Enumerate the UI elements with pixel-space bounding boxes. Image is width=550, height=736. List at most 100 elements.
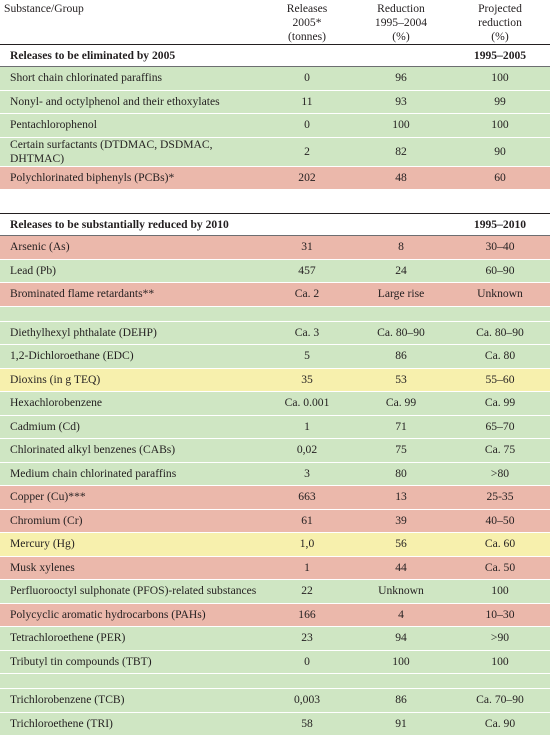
releases-value: 457 — [262, 259, 352, 283]
substance-name: Polychlorinated biphenyls (PCBs)* — [0, 166, 262, 190]
reduction-value: 56 — [352, 532, 450, 557]
substance-name: Musk xylenes — [0, 556, 262, 580]
releases-value: 1,0 — [262, 532, 352, 557]
releases-value: Ca. 0.001 — [262, 391, 352, 416]
section-title: Releases to be substantially reduced by … — [0, 213, 450, 236]
substance-name: Arsenic (As) — [0, 235, 262, 260]
substance-name: Lead (Pb) — [0, 259, 262, 283]
section-title: Releases to be eliminated by 2005 — [0, 44, 450, 67]
table-row: Trichloroethene (TRI) 58 91 Ca. 90 — [0, 712, 550, 736]
header-row: Substance/Group Releases 2005* (tonnes) … — [0, 0, 550, 45]
releases-value: 0 — [262, 113, 352, 138]
releases-value: 23 — [262, 626, 352, 651]
releases-value: 35 — [262, 368, 352, 392]
projected-value: Ca. 99 — [450, 391, 550, 416]
table-row: Short chain chlorinated paraffins 0 96 100 — [0, 66, 550, 91]
substance-name: Perfluorooctyl sulphonate (PFOS)-related… — [0, 579, 262, 604]
reduction-value: 71 — [352, 415, 450, 439]
substance-name: Trichlorobenzene (TCB) — [0, 688, 262, 713]
substance-name: Tetrachloroethene (PER) — [0, 626, 262, 651]
projected-value: 100 — [450, 650, 550, 674]
projected-value: 99 — [450, 90, 550, 114]
substance-name: Mercury (Hg) — [0, 532, 262, 557]
substance-name: Copper (Cu)*** — [0, 485, 262, 510]
header-reduction-line3: (%) — [392, 30, 410, 43]
substance-name: 1,2-Dichloroethane (EDC) — [0, 344, 262, 369]
projected-value: 55–60 — [450, 368, 550, 392]
substance-name: Certain surfactants (DTDMAC, DSDMAC, DHT… — [0, 137, 262, 167]
reduction-value: 24 — [352, 259, 450, 283]
projected-value: >90 — [450, 626, 550, 651]
projected-value: Ca. 75 — [450, 438, 550, 463]
substance-name: Pentachlorophenol — [0, 113, 262, 138]
table-row: 1,2-Dichloroethane (EDC) 5 86 Ca. 80 — [0, 344, 550, 369]
reduction-value: 80 — [352, 462, 450, 486]
substance-name: Trichloroethene (TRI) — [0, 712, 262, 736]
projected-value: Ca. 90 — [450, 712, 550, 736]
reduction-value: 100 — [352, 113, 450, 138]
section-period: 1995–2010 — [450, 213, 550, 236]
table-row: Nonyl- and octylphenol and their ethoxyl… — [0, 90, 550, 114]
reduction-value: 44 — [352, 556, 450, 580]
table-row: Perfluorooctyl sulphonate (PFOS)-related… — [0, 579, 550, 604]
releases-value: 0 — [262, 66, 352, 91]
header-reduction-line1: Reduction — [377, 2, 425, 15]
substance-name: Brominated flame retardants** — [0, 282, 262, 307]
releases-value: 202 — [262, 166, 352, 190]
table-row: Tributyl tin compounds (TBT) 0 100 100 — [0, 650, 550, 674]
reduction-value: 96 — [352, 66, 450, 91]
releases-value: 5 — [262, 344, 352, 369]
row-gap — [0, 673, 550, 689]
table-body: Releases to be eliminated by 2005 1995–2… — [0, 44, 550, 736]
releases-value: 166 — [262, 603, 352, 627]
releases-value: 1 — [262, 556, 352, 580]
table-row: Polychlorinated biphenyls (PCBs)* 202 48 60 — [0, 166, 550, 190]
releases-value: 1 — [262, 415, 352, 439]
reduction-value: 13 — [352, 485, 450, 510]
releases-value: 663 — [262, 485, 352, 510]
table-row: Chlorinated alkyl benzenes (CABs) 0,02 75 C… — [0, 438, 550, 463]
table-row: Dioxins (in g TEQ) 35 53 55–60 — [0, 368, 550, 392]
header-releases: Releases 2005* (tonnes) — [262, 0, 352, 45]
reduction-value: 48 — [352, 166, 450, 190]
header-releases-line1: Releases — [286, 2, 328, 15]
table-row: Polycyclic aromatic hydrocarbons (PAHs) 1… — [0, 603, 550, 627]
projected-value: Ca. 80 — [450, 344, 550, 369]
table-row: Diethylhexyl phthalate (DEHP) Ca. 3 Ca. 80… — [0, 321, 550, 345]
projected-value: Ca. 80–90 — [450, 321, 550, 345]
projected-value: >80 — [450, 462, 550, 486]
projected-value: Unknown — [450, 282, 550, 307]
releases-value: 58 — [262, 712, 352, 736]
releases-value: Ca. 2 — [262, 282, 352, 307]
releases-value: 22 — [262, 579, 352, 604]
reduction-value: 86 — [352, 688, 450, 713]
projected-value: 10–30 — [450, 603, 550, 627]
releases-value: 0 — [262, 650, 352, 674]
projected-value: 100 — [450, 66, 550, 91]
substance-name: Medium chain chlorinated paraffins — [0, 462, 262, 486]
releases-value: 61 — [262, 509, 352, 533]
projected-value: 60–90 — [450, 259, 550, 283]
table-row: Trichlorobenzene (TCB) 0,003 86 Ca. 70–90 — [0, 688, 550, 713]
table-row: Pentachlorophenol 0 100 100 — [0, 113, 550, 138]
reduction-value: 91 — [352, 712, 450, 736]
table-row: Certain surfactants (DTDMAC, DSDMAC, DHT… — [0, 137, 550, 167]
reduction-value: 86 — [352, 344, 450, 369]
row-gap — [0, 306, 550, 322]
projected-value: Ca. 60 — [450, 532, 550, 557]
projected-value: 40–50 — [450, 509, 550, 533]
projected-value: Ca. 70–90 — [450, 688, 550, 713]
projected-value: 60 — [450, 166, 550, 190]
substance-name: Tributyl tin compounds (TBT) — [0, 650, 262, 674]
table-row: Hexachlorobenzene Ca. 0.001 Ca. 99 Ca. 99 — [0, 391, 550, 416]
table-row: Chromium (Cr) 61 39 40–50 — [0, 509, 550, 533]
header-substance: Substance/Group — [0, 0, 262, 45]
reduction-value: 93 — [352, 90, 450, 114]
header-releases-line2: 2005* — [292, 16, 322, 29]
substance-name: Chlorinated alkyl benzenes (CABs) — [0, 438, 262, 463]
reduction-value: 53 — [352, 368, 450, 392]
table-row: Tetrachloroethene (PER) 23 94 >90 — [0, 626, 550, 651]
header-projected-line3: (%) — [491, 30, 509, 43]
header-projected-line2: reduction — [478, 16, 522, 29]
